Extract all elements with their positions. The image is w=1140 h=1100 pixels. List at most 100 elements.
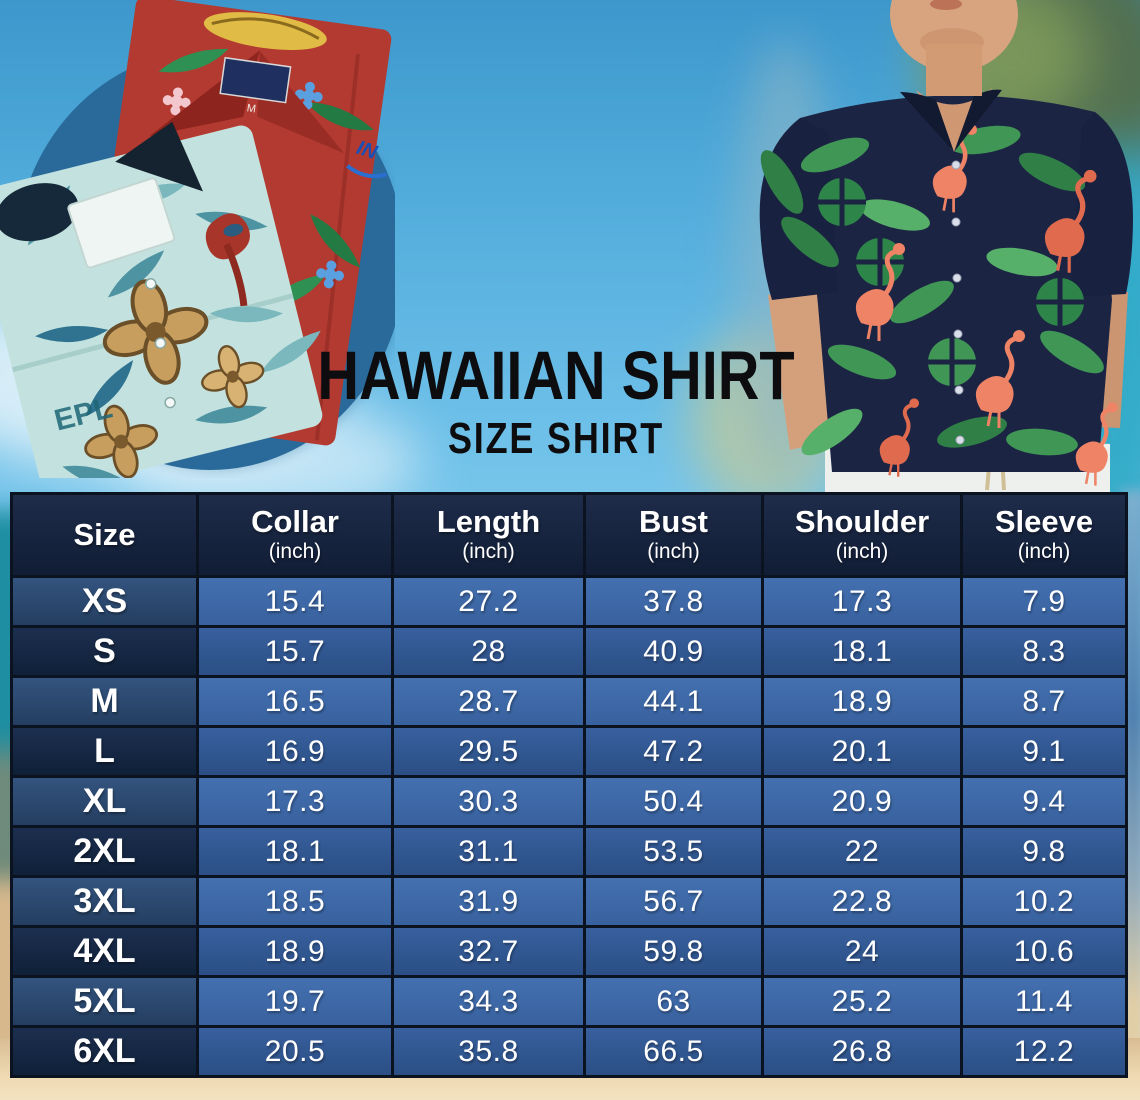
value-cell: 59.8 <box>586 928 761 975</box>
value-cell: 10.2 <box>963 878 1125 925</box>
size-label: XL <box>82 782 127 820</box>
size-cell: S <box>13 628 196 675</box>
value-label: 20.9 <box>831 784 893 818</box>
parrot-print <box>205 213 250 307</box>
value-cell: 56.7 <box>586 878 761 925</box>
value-label: 10.2 <box>1013 884 1075 918</box>
size-cell: L <box>13 728 196 775</box>
value-label: 22.8 <box>831 884 893 918</box>
value-label: 30.3 <box>458 784 519 818</box>
value-cell: 18.1 <box>764 628 960 675</box>
size-cell: 2XL <box>13 828 196 875</box>
size-cell: XL <box>13 778 196 825</box>
column-header-length: Length (inch) <box>394 495 583 575</box>
value-cell: 9.4 <box>963 778 1125 825</box>
face <box>890 0 1018 96</box>
column-unit: (inch) <box>1017 540 1071 564</box>
column-header-shoulder: Shoulder (inch) <box>764 495 960 575</box>
value-label: 44.1 <box>643 684 704 718</box>
value-cell: 22 <box>764 828 960 875</box>
value-cell: 25.2 <box>764 978 960 1025</box>
teal-hawaiian-shirt: EPL <box>0 121 328 478</box>
table-row-s: S 15.7 28 40.9 18.1 8.3 <box>13 628 1125 675</box>
value-label: 37.8 <box>643 584 704 618</box>
table-row-3xl: 3XL 18.5 31.9 56.7 22.8 10.2 <box>13 878 1125 925</box>
value-label: 18.1 <box>264 834 326 868</box>
value-label: 16.9 <box>264 734 326 768</box>
shirt-size-tag: M <box>246 102 257 115</box>
value-label: 63 <box>656 984 691 1018</box>
value-cell: 17.3 <box>199 778 391 825</box>
value-cell: 29.5 <box>394 728 583 775</box>
column-label: Sleeve <box>994 503 1094 539</box>
column-unit: (inch) <box>462 540 515 564</box>
value-cell: 11.4 <box>963 978 1125 1025</box>
value-label: 31.9 <box>458 884 519 918</box>
page-title: HAWAIIAN SHIRT <box>317 338 795 415</box>
value-label: 19.7 <box>264 984 326 1018</box>
value-cell: 20.1 <box>764 728 960 775</box>
value-cell: 7.9 <box>963 578 1125 625</box>
value-cell: 19.7 <box>199 978 391 1025</box>
value-label: 10.6 <box>1013 934 1075 968</box>
column-header-size: Size <box>13 495 196 575</box>
value-label: 20.1 <box>831 734 893 768</box>
value-label: 66.5 <box>643 1034 704 1068</box>
value-cell: 20.5 <box>199 1028 391 1075</box>
table-row-5xl: 5XL 19.7 34.3 63 25.2 11.4 <box>13 978 1125 1025</box>
value-cell: 16.5 <box>199 678 391 725</box>
folded-shirts-photo: M IN EPL <box>0 0 395 478</box>
size-label: M <box>90 682 119 720</box>
value-label: 34.3 <box>458 984 519 1018</box>
value-label: 15.7 <box>264 634 326 668</box>
value-cell: 37.8 <box>586 578 761 625</box>
value-cell: 9.8 <box>963 828 1125 875</box>
value-label: 9.4 <box>1022 784 1066 818</box>
value-cell: 18.5 <box>199 878 391 925</box>
value-label: 9.1 <box>1022 734 1066 768</box>
value-cell: 27.2 <box>394 578 583 625</box>
column-unit: (inch) <box>647 540 700 564</box>
column-label: Collar <box>251 503 339 539</box>
value-cell: 53.5 <box>586 828 761 875</box>
value-label: 15.4 <box>264 584 326 618</box>
size-cell: 6XL <box>13 1028 196 1075</box>
table-row-4xl: 4XL 18.9 32.7 59.8 24 10.6 <box>13 928 1125 975</box>
column-header-sleeve: Sleeve (inch) <box>963 495 1125 575</box>
size-cell: XS <box>13 578 196 625</box>
size-cell: 3XL <box>13 878 196 925</box>
size-table: Size Collar (inch) Length (inch) Bust (inch) Sh… <box>10 492 1128 1078</box>
column-label: Size <box>73 516 136 552</box>
model-photo <box>752 0 1133 492</box>
value-label: 28.7 <box>458 684 519 718</box>
value-label: 26.8 <box>831 1034 893 1068</box>
value-label: 22 <box>844 834 880 868</box>
table-header-row: Size Collar (inch) Length (inch) Bust (inch) Sh… <box>13 495 1125 575</box>
size-cell: M <box>13 678 196 725</box>
value-cell: 18.1 <box>199 828 391 875</box>
value-cell: 9.1 <box>963 728 1125 775</box>
size-cell: 4XL <box>13 928 196 975</box>
value-cell: 31.9 <box>394 878 583 925</box>
table-row-xl: XL 17.3 30.3 50.4 20.9 9.4 <box>13 778 1125 825</box>
value-label: 18.5 <box>264 884 326 918</box>
column-header-collar: Collar (inch) <box>199 495 391 575</box>
value-cell: 22.8 <box>764 878 960 925</box>
size-cell: 5XL <box>13 978 196 1025</box>
value-label: 16.5 <box>264 684 326 718</box>
value-cell: 47.2 <box>586 728 761 775</box>
value-cell: 28 <box>394 628 583 675</box>
value-label: 20.5 <box>264 1034 326 1068</box>
value-label: 56.7 <box>643 884 704 918</box>
value-cell: 10.6 <box>963 928 1125 975</box>
size-label: S <box>93 632 116 670</box>
table-row-xs: XS 15.4 27.2 37.8 17.3 7.9 <box>13 578 1125 625</box>
value-cell: 8.3 <box>963 628 1125 675</box>
table-row-2xl: 2XL 18.1 31.1 53.5 22 9.8 <box>13 828 1125 875</box>
value-cell: 20.9 <box>764 778 960 825</box>
value-cell: 63 <box>586 978 761 1025</box>
value-cell: 16.9 <box>199 728 391 775</box>
value-cell: 18.9 <box>764 678 960 725</box>
value-label: 17.3 <box>264 784 326 818</box>
value-cell: 35.8 <box>394 1028 583 1075</box>
